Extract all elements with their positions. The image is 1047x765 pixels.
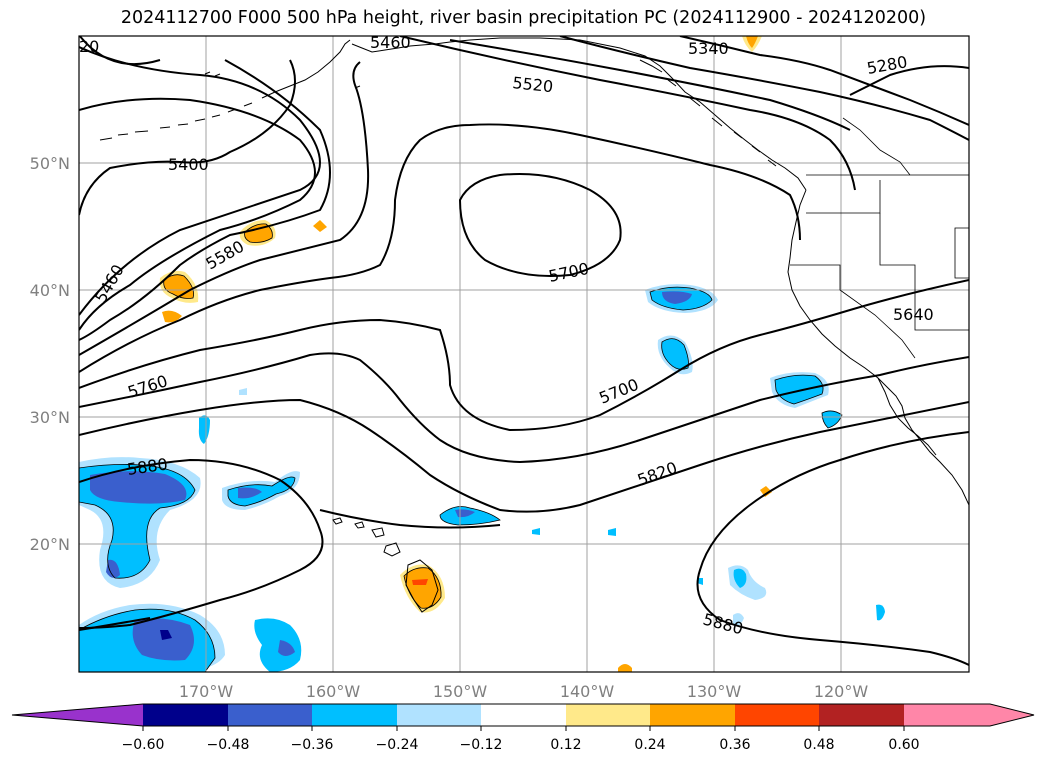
lat-label: 40°N [30, 281, 70, 300]
colorbar-bin [397, 704, 481, 726]
lon-label: 170°W [179, 682, 234, 701]
colorbar-tick-label: −0.48 [207, 737, 250, 753]
contour-label: 5700 [547, 259, 591, 286]
lon-label: 130°W [687, 682, 742, 701]
colorbar-tick-label: 0.12 [550, 737, 581, 753]
contour-label: 5460 [91, 261, 128, 306]
colorbar-bin [481, 704, 566, 726]
colorbar-tick-label: 0.24 [634, 737, 665, 753]
colorbar-bin [904, 704, 990, 726]
contour-label: 5520 [512, 73, 554, 96]
colorbar-tick-label: 0.60 [888, 737, 919, 753]
precip-outlines [79, 223, 843, 672]
height-contours [79, 36, 969, 666]
colorbar-bin [312, 704, 397, 726]
map-title: 2024112700 F000 500 hPa height, river ba… [120, 8, 927, 28]
contour-label: 5340 [688, 39, 729, 58]
colorbar: −0.60 −0.48 −0.36 −0.24 −0.12 0.12 0.24 … [11, 703, 1035, 753]
contour-label: 5280 [865, 52, 908, 78]
colorbar-bin [566, 704, 650, 726]
colorbar-tick-label: 0.48 [803, 737, 834, 753]
lon-label: 140°W [560, 682, 615, 701]
colorbar-ticks [142, 726, 905, 731]
colorbar-tick-label: −0.60 [122, 737, 165, 753]
lat-label: 20°N [30, 535, 70, 554]
colorbar-extend-high [990, 704, 1034, 726]
contour-labels: 20 5460 5340 5520 5280 5400 5580 5460 57… [79, 33, 934, 638]
political-borders [790, 117, 969, 359]
contour-label: 5820 [635, 458, 680, 490]
colorbar-tick-label: −0.36 [291, 737, 334, 753]
latitude-labels: 50°N 40°N 30°N 20°N [30, 154, 70, 554]
contour-label: 5460 [370, 33, 411, 52]
contour-label: 5700 [596, 375, 641, 408]
coastlines [99, 37, 969, 613]
colorbar-extend-low [12, 704, 143, 726]
lat-label: 30°N [30, 408, 70, 427]
map-plot-area: 20 5460 5340 5520 5280 5400 5580 5460 57… [79, 33, 969, 672]
longitude-labels: 170°W 160°W 150°W 140°W 130°W 120°W [179, 682, 869, 701]
colorbar-bin [228, 704, 312, 726]
colorbar-bin [735, 704, 819, 726]
map-frame [78, 35, 970, 673]
lon-label: 150°W [433, 682, 488, 701]
colorbar-bin [650, 704, 735, 726]
colorbar-tick-label: 0.36 [719, 737, 750, 753]
colorbar-bin [143, 704, 228, 726]
contour-label: 5760 [125, 371, 170, 402]
lat-label: 50°N [30, 154, 70, 173]
colorbar-tick-label: −0.24 [376, 737, 419, 753]
contour-label: 5400 [168, 155, 209, 174]
colorbar-bin [819, 704, 904, 726]
contour-label: 20 [79, 37, 99, 56]
contour-label: 5640 [893, 305, 934, 324]
graticule [79, 36, 969, 672]
precip-shading [79, 36, 885, 672]
lon-label: 120°W [814, 682, 869, 701]
lon-label: 160°W [306, 682, 361, 701]
colorbar-tick-label: −0.12 [460, 737, 503, 753]
